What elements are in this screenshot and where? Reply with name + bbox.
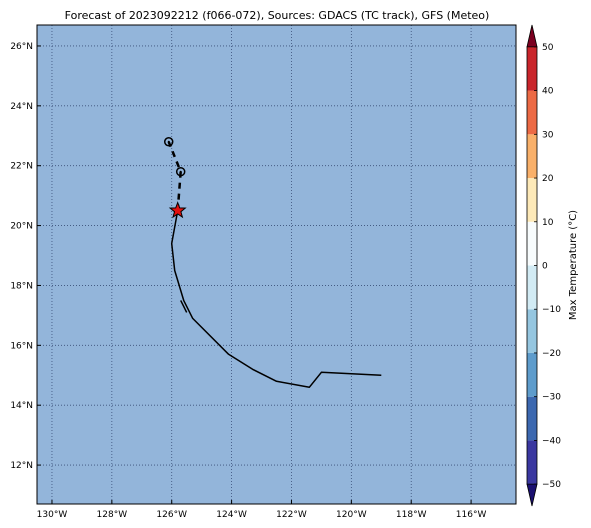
y-tick-label: 14°N xyxy=(10,401,33,411)
x-tick-label: 116°W xyxy=(456,510,487,520)
colorbar-tick-label: −50 xyxy=(542,480,561,490)
y-tick-label: 24°N xyxy=(10,102,33,112)
colorbar-segment xyxy=(527,309,537,353)
x-tick-label: 118°W xyxy=(396,510,427,520)
x-tick-label: 120°W xyxy=(336,510,367,520)
y-tick-label: 20°N xyxy=(10,222,33,232)
current-position-star-icon xyxy=(168,201,187,219)
forecast-position-dot xyxy=(179,170,182,173)
colorbar-segment xyxy=(527,46,537,91)
forecast-position-dot xyxy=(167,140,170,143)
colorbar: −50 −40 −30 −20 −10 0 10 20 30 40 50 xyxy=(526,24,561,507)
x-tick-label: 128°W xyxy=(97,510,128,520)
colorbar-under-extension xyxy=(526,483,538,507)
colorbar-segment xyxy=(527,178,537,222)
y-tick-label: 18°N xyxy=(10,281,33,291)
y-tick-label: 26°N xyxy=(10,42,33,52)
colorbar-over-extension xyxy=(526,24,538,48)
y-tick-label: 22°N xyxy=(10,162,33,172)
graticule xyxy=(37,25,516,504)
colorbar-tick-label: −10 xyxy=(542,305,561,315)
map-frame xyxy=(36,24,517,505)
colorbar-segment xyxy=(527,265,537,310)
colorbar-tick-label: −40 xyxy=(542,436,561,446)
colorbar-label: Max Temperature (°C) xyxy=(568,210,579,320)
forecast-position-marker xyxy=(175,166,186,177)
y-tick-label: 12°N xyxy=(10,461,33,471)
colorbar-tick-label: 0 xyxy=(542,262,548,272)
x-tick-label: 124°W xyxy=(216,510,247,520)
map-title: Forecast of 2023092212 (f066-072), Sourc… xyxy=(65,9,490,22)
colorbar-segment xyxy=(527,396,537,441)
past-track-line xyxy=(170,210,382,388)
past-track-marker xyxy=(180,300,188,313)
colorbar-tick-label: −20 xyxy=(542,349,561,359)
y-tick-label: 16°N xyxy=(10,341,33,351)
colorbar-tick-label: 50 xyxy=(542,43,554,53)
x-tick-label: 122°W xyxy=(276,510,307,520)
x-tick-label: 126°W xyxy=(156,510,187,520)
cyclone-track xyxy=(163,137,382,388)
x-tick-label: 130°W xyxy=(37,510,68,520)
colorbar-segment xyxy=(527,440,537,485)
ocean-background xyxy=(37,25,516,504)
colorbar-segment xyxy=(527,221,537,266)
colorbar-segment xyxy=(527,134,537,179)
longitude-ticks: 130°W 128°W 126°W 124°W 122°W 120°W 118°W 116°W xyxy=(37,500,487,520)
colorbar-tick-label: 20 xyxy=(542,174,554,184)
colorbar-tick-label: 40 xyxy=(542,87,554,97)
colorbar-tick-label: −30 xyxy=(542,393,561,403)
colorbar-segment xyxy=(527,90,537,135)
forecast-track-line xyxy=(167,141,182,211)
latitude-ticks: 12°N 14°N 16°N 18°N 20°N 22°N 24°N 26°N xyxy=(10,42,41,471)
colorbar-segment xyxy=(527,352,537,397)
map-panel: 130°W 128°W 126°W 124°W 122°W 120°W 118°W 116°W… xyxy=(10,24,517,520)
colorbar-tick-label: 30 xyxy=(542,130,554,140)
forecast-position-marker xyxy=(163,137,174,147)
colorbar-tick-label: 10 xyxy=(542,218,554,228)
